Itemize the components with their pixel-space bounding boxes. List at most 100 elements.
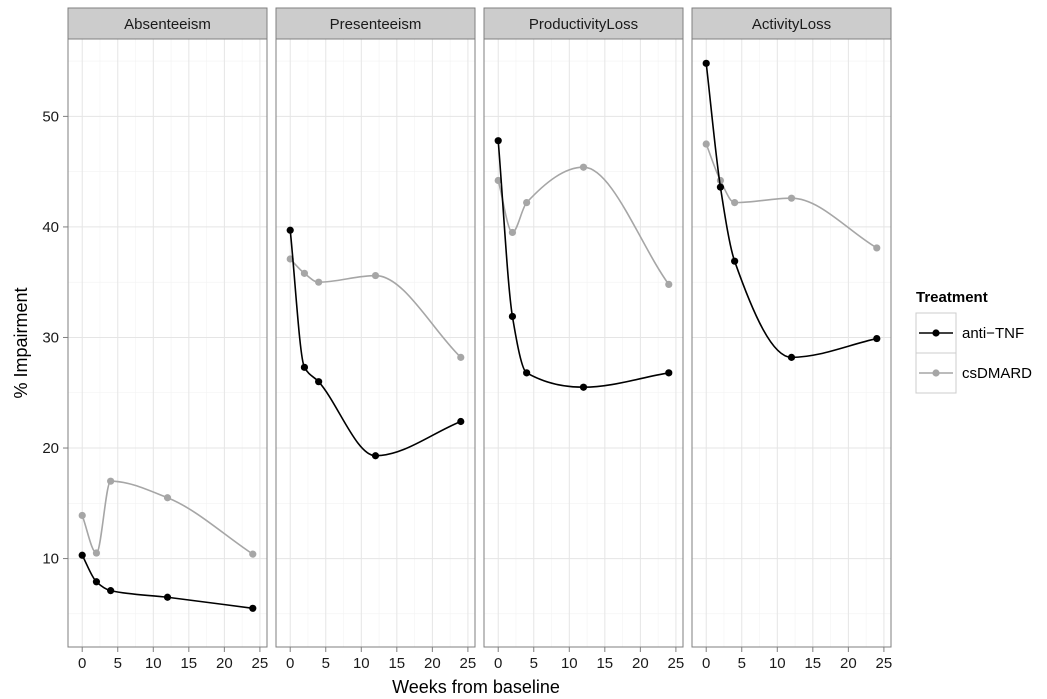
data-point-csdmard — [731, 199, 739, 207]
data-point-csdmard — [92, 549, 101, 557]
series-line-csdmard — [289, 258, 462, 358]
data-point-anti-tnf — [494, 137, 502, 145]
y-tick-label: 40 — [42, 219, 59, 236]
data-point-anti-tnf — [702, 59, 710, 67]
y-axis-title: % Impairment — [11, 287, 31, 398]
plot-background — [484, 39, 683, 647]
x-tick-label: 15 — [180, 655, 197, 672]
x-tick-label: 10 — [561, 655, 578, 672]
x-tick-label: 10 — [145, 655, 162, 672]
x-tick-label: 5 — [322, 655, 330, 672]
data-point-anti-tnf — [579, 383, 588, 391]
data-point-anti-tnf — [249, 604, 257, 612]
data-point-csdmard — [508, 228, 517, 237]
legend-title: Treatment — [916, 289, 988, 306]
chart-panels: Absenteeism 0 5 10 15 20 25 Presenteeism 0 5 10 15 2… — [42, 7, 893, 672]
data-point-anti-tnf — [92, 578, 101, 586]
legend-label: anti−TNF — [962, 325, 1024, 342]
facet-strip-label: Presenteeism — [330, 16, 422, 33]
legend-key-point — [932, 369, 940, 377]
legend-item-anti-tnf: anti−TNF — [915, 312, 1024, 354]
x-tick-label: 15 — [804, 655, 821, 672]
data-point-csdmard — [579, 163, 588, 171]
facet-strip — [691, 7, 892, 40]
x-tick-label: 10 — [353, 655, 370, 672]
x-tick-label: 25 — [460, 655, 477, 672]
y-tick-label: 50 — [42, 108, 59, 125]
data-point-csdmard — [107, 477, 115, 485]
data-point-anti-tnf — [371, 452, 380, 460]
facet-strip — [67, 7, 268, 40]
data-point-csdmard — [787, 194, 796, 202]
data-point-csdmard — [702, 140, 710, 148]
x-tick-label: 5 — [738, 655, 746, 672]
data-point-anti-tnf — [665, 369, 673, 377]
y-tick-label: 20 — [42, 440, 59, 457]
data-point-anti-tnf — [716, 183, 725, 191]
data-point-anti-tnf — [107, 587, 115, 595]
data-point-anti-tnf — [78, 551, 86, 559]
x-tick-label: 10 — [769, 655, 786, 672]
data-point-csdmard — [78, 511, 86, 520]
x-tick-label: 0 — [702, 655, 710, 672]
legend-key-point — [932, 329, 940, 337]
facet-strip — [275, 7, 476, 40]
x-tick-label: 15 — [596, 655, 613, 672]
y-tick-label: 10 — [42, 551, 59, 568]
facet-strip-label: Absenteeism — [124, 16, 211, 33]
panel-border — [483, 38, 684, 648]
facet-strip-label: ActivityLoss — [752, 16, 831, 33]
x-tick-label: 15 — [388, 655, 405, 672]
data-point-anti-tnf — [315, 378, 323, 386]
panel-productivityloss: ProductivityLoss 0 5 10 15 20 25 — [483, 7, 685, 672]
data-point-anti-tnf — [300, 363, 309, 371]
facet-strip-label: ProductivityLoss — [529, 16, 638, 33]
data-point-anti-tnf — [457, 417, 465, 426]
data-point-csdmard — [163, 494, 172, 502]
series-line-csdmard — [497, 166, 670, 285]
panel-border — [691, 38, 892, 648]
data-point-csdmard — [371, 271, 380, 280]
x-tick-label: 0 — [494, 655, 502, 672]
data-point-csdmard — [249, 550, 257, 558]
x-tick-label: 20 — [216, 655, 233, 672]
data-point-anti-tnf — [163, 593, 172, 601]
panel-activityloss: ActivityLoss 0 5 10 15 20 25 — [691, 7, 893, 672]
y-axis: 10 20 30 40 50 — [42, 108, 68, 568]
x-tick-label: 20 — [840, 655, 857, 672]
panel-absenteeism: Absenteeism 0 5 10 15 20 25 — [67, 7, 269, 672]
panel-border — [275, 38, 476, 648]
plot-background — [276, 39, 475, 647]
panel-border — [67, 38, 268, 648]
data-point-anti-tnf — [787, 353, 796, 361]
x-tick-label: 5 — [530, 655, 538, 672]
x-tick-label: 25 — [668, 655, 685, 672]
data-point-csdmard — [300, 269, 309, 277]
facet-strip — [483, 7, 684, 40]
data-point-csdmard — [315, 278, 323, 286]
data-point-csdmard — [457, 353, 465, 361]
data-point-anti-tnf — [523, 369, 531, 377]
data-point-anti-tnf — [508, 312, 517, 321]
x-tick-label: 0 — [286, 655, 294, 672]
data-point-anti-tnf — [873, 334, 881, 343]
x-tick-label: 5 — [114, 655, 122, 672]
data-point-csdmard — [523, 199, 531, 207]
x-tick-label: 25 — [876, 655, 893, 672]
x-tick-label: 20 — [424, 655, 441, 672]
legend-label: csDMARD — [962, 365, 1032, 382]
panel-presenteeism: Presenteeism 0 5 10 15 20 25 — [275, 7, 477, 672]
plot-background — [68, 39, 267, 647]
x-tick-label: 25 — [252, 655, 269, 672]
x-axis-title: Weeks from baseline — [392, 677, 560, 697]
legend: Treatment anti−TNF csDMARD — [915, 289, 1032, 394]
x-tick-label: 20 — [632, 655, 649, 672]
data-point-csdmard — [665, 280, 673, 289]
data-point-csdmard — [494, 176, 502, 185]
x-tick-label: 0 — [78, 655, 86, 672]
data-point-anti-tnf — [286, 226, 294, 234]
y-tick-label: 30 — [42, 329, 59, 346]
data-point-anti-tnf — [731, 257, 739, 265]
legend-item-csdmard: csDMARD — [915, 352, 1032, 394]
